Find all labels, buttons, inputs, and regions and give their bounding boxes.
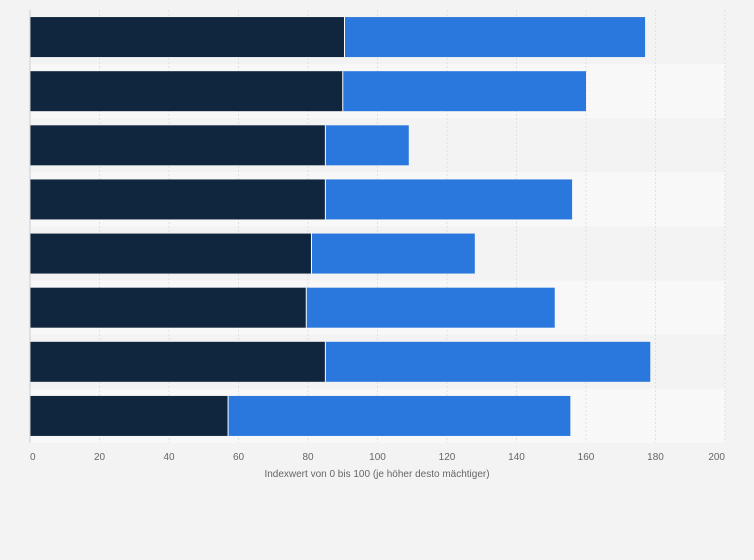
bar-series-2-row-1 xyxy=(344,17,646,58)
x-tick-label: 120 xyxy=(439,452,456,463)
x-axis-ticks: 0 20 40 60 80 100 120 140 160 180 200 xyxy=(30,452,725,463)
x-tick-label: 140 xyxy=(508,452,525,463)
bar-series-2-row-4 xyxy=(325,179,573,220)
bar-series-2-row-3 xyxy=(325,125,409,166)
bar-series-2-row-5 xyxy=(311,233,475,274)
x-tick-label: 60 xyxy=(233,452,245,463)
x-tick-label: 100 xyxy=(369,452,386,463)
bar-series-1-row-8 xyxy=(30,395,229,436)
bar-series-1-row-3 xyxy=(30,125,326,166)
x-axis-title: Indexwert von 0 bis 100 (je höher desto … xyxy=(264,469,489,480)
x-tick-label: 160 xyxy=(578,452,595,463)
bar-series-1-row-4 xyxy=(30,179,326,220)
bar-series-2-row-7 xyxy=(325,341,651,382)
x-tick-label: 80 xyxy=(302,452,314,463)
x-tick-label: 20 xyxy=(94,452,106,463)
bar-series-1-row-5 xyxy=(30,233,312,274)
x-tick-label: 40 xyxy=(163,452,175,463)
x-tick-label: 180 xyxy=(647,452,664,463)
bar-series-2-row-2 xyxy=(342,71,586,112)
x-tick-label: 200 xyxy=(708,452,725,463)
bar-series-1-row-2 xyxy=(30,71,343,112)
bar-series-1-row-7 xyxy=(30,341,326,382)
bars xyxy=(30,17,651,436)
bar-series-2-row-8 xyxy=(228,395,571,436)
bar-series-1-row-6 xyxy=(30,287,307,328)
bar-series-1-row-1 xyxy=(30,17,345,58)
x-tick-label: 0 xyxy=(30,452,36,463)
bar-series-2-row-6 xyxy=(306,287,555,328)
